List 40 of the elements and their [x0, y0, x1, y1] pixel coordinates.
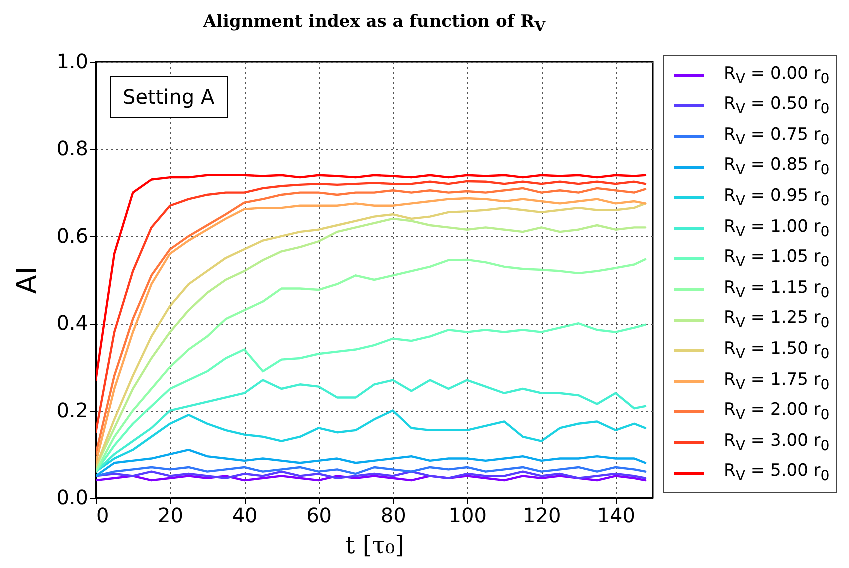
legend-label: R$_{V}$ = 1.50 r$_{0}$ — [724, 338, 830, 362]
x-tick-label: 140 — [597, 504, 636, 528]
x-axis-title: t [τ₀] — [346, 532, 404, 560]
legend-label: R$_{V}$ = 0.95 r$_{0}$ — [724, 186, 830, 210]
legend-label: R$_{V}$ = 1.15 r$_{0}$ — [724, 278, 830, 302]
x-tick-label: 20 — [158, 504, 184, 528]
y-tick-label: 0.2 — [56, 398, 88, 422]
legend-label: R$_{V}$ = 1.75 r$_{0}$ — [724, 370, 830, 393]
line-series — [96, 470, 647, 480]
x-tick-label: 100 — [448, 504, 487, 528]
legend-label: R$_{V}$ = 0.85 r$_{0}$ — [724, 155, 830, 179]
legend-label: R$_{V}$ = 1.25 r$_{0}$ — [724, 308, 830, 332]
y-tick-label: 0.4 — [56, 311, 88, 336]
line-series — [96, 258, 647, 473]
y-tick-label: 0.0 — [56, 486, 88, 510]
line-series — [96, 322, 647, 473]
legend-label: R$_{V}$ = 1.05 r$_{0}$ — [724, 247, 830, 271]
legend-label: R$_{V}$ = 0.75 r$_{0}$ — [724, 124, 830, 148]
line-series — [96, 410, 647, 473]
legend-label: R$_{V}$ = 0.00 r$_{0}$ — [724, 64, 830, 87]
legend-label: R$_{V}$ = 5.00 r$_{0}$ — [724, 461, 830, 485]
x-tick-label: 60 — [306, 504, 332, 528]
line-series — [96, 466, 647, 478]
legend-label: R$_{V}$ = 3.00 r$_{0}$ — [724, 430, 830, 454]
legend-label: R$_{V}$ = 2.00 r$_{0}$ — [724, 400, 830, 424]
chart-title: Alignment index as a function of R$_{V}$ — [202, 12, 547, 36]
y-axis-title: AI — [10, 266, 44, 294]
legend-label: R$_{V}$ = 1.00 r$_{0}$ — [724, 216, 830, 240]
annotation: Setting A — [110, 76, 228, 118]
line-series — [96, 379, 647, 473]
x-tick-label: 40 — [232, 504, 258, 528]
x-tick-label: 80 — [380, 504, 406, 528]
x-tick-label: 0 — [96, 504, 110, 528]
legend-label: R$_{V}$ = 0.50 r$_{0}$ — [724, 94, 830, 118]
y-tick-label: 0.8 — [56, 136, 88, 161]
x-tick-label: 120 — [523, 504, 562, 528]
line-series — [96, 448, 647, 478]
y-tick-label: 1.0 — [56, 50, 88, 74]
y-tick-label: 0.6 — [56, 224, 88, 248]
line-series — [96, 174, 647, 382]
